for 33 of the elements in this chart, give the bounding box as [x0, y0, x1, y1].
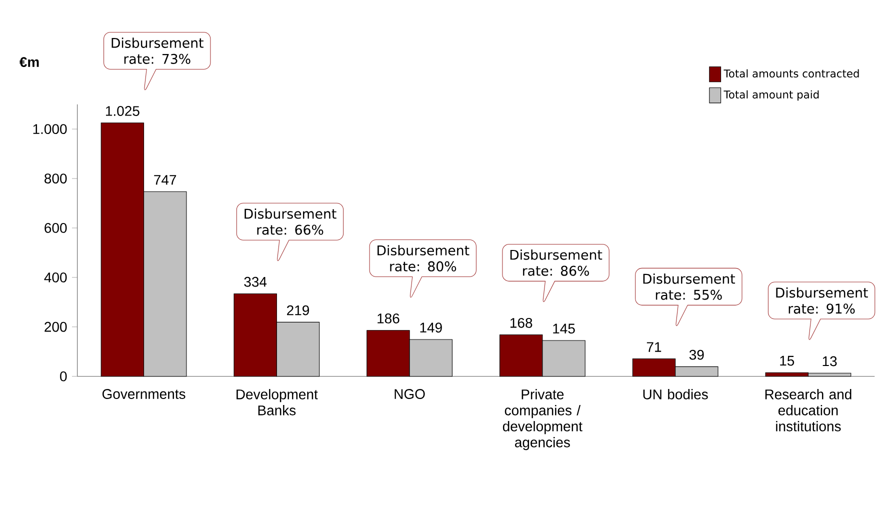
- legend-label: Total amount paid: [724, 90, 819, 101]
- data-label: 13: [822, 356, 837, 366]
- x-tick-label: Research and education institutions: [765, 389, 852, 432]
- text: Disbursement rate: 73%: [112, 38, 204, 64]
- data-label: 334: [244, 276, 267, 287]
- annotation: Disbursement rate: 80%: [378, 245, 470, 272]
- data-label: 1.025: [106, 106, 140, 116]
- data-label: 145: [553, 324, 575, 334]
- x-tick-label: UN bodies: [643, 389, 708, 400]
- data-label: 168: [510, 318, 532, 328]
- x-tick-label: Private companies / development agencies: [502, 389, 582, 450]
- annotation: Disbursement rate: 66%: [244, 208, 336, 235]
- data-label: 149: [420, 322, 442, 333]
- y-tick-label: 0: [60, 371, 67, 382]
- annotation: Disbursement rate: 91%: [776, 287, 868, 314]
- y-tick-label: 200: [44, 322, 67, 332]
- y-axis-title: €m: [19, 57, 39, 67]
- data-label: 71: [646, 342, 662, 352]
- x-tick-label: Governments: [102, 389, 186, 399]
- y-tick-label: 400: [44, 272, 67, 282]
- x-tick-label: Development Banks: [236, 389, 318, 416]
- annotation: Disbursement rate: 55%: [643, 274, 736, 300]
- y-tick-label: 800: [44, 174, 67, 184]
- annotation: Disbursement rate: 86%: [510, 250, 602, 276]
- legend-label: Total amounts contracted: [724, 69, 859, 78]
- x-tick-label: NGO: [394, 389, 425, 399]
- data-label: 186: [378, 314, 400, 324]
- y-tick-label: 1.000: [33, 124, 67, 134]
- data-label: 747: [154, 175, 176, 185]
- y-tick-label: 600: [44, 223, 67, 233]
- data-label: 219: [287, 305, 309, 316]
- data-label: 15: [780, 356, 794, 366]
- data-label: 39: [689, 350, 704, 360]
